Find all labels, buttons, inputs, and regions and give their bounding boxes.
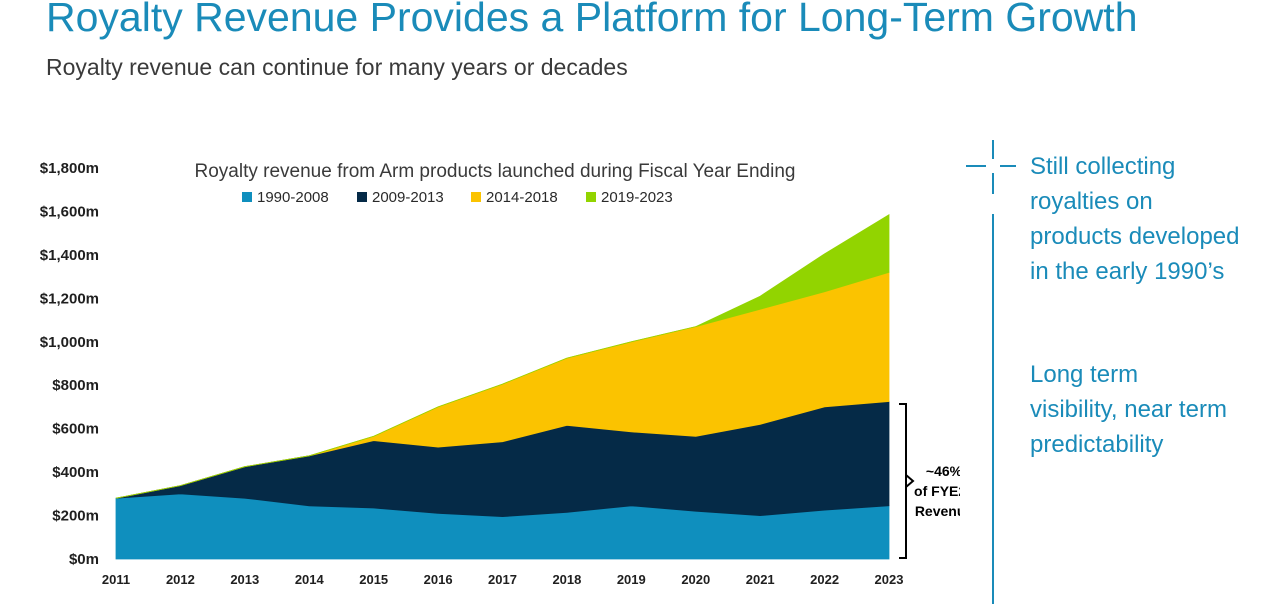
- legend-swatch: [242, 192, 252, 202]
- side-point-1-line-4: in the early 1990’s: [1030, 258, 1225, 285]
- side-point-2-line-3: predictability: [1030, 431, 1164, 458]
- crosshair-center-gap: [986, 159, 1000, 173]
- page-subtitle: Royalty revenue can continue for many ye…: [46, 54, 628, 80]
- y-tick-label: $400m: [52, 464, 99, 481]
- x-axis: 2011 2012 2013 2014 2015 2016 2017 2018 2019 2020…: [102, 572, 904, 587]
- x-tick-label: 2021: [746, 572, 775, 587]
- side-point-1: Still collecting royalties on products d…: [1030, 149, 1239, 289]
- legend-swatch: [357, 192, 367, 202]
- y-tick-label: $1,400m: [40, 247, 99, 264]
- annotation-line-2: of FYE23: [914, 483, 960, 499]
- legend-label: 2019-2023: [601, 189, 673, 206]
- legend-label: 2009-2013: [372, 189, 444, 206]
- side-point-2: Long term visibility, near term predicta…: [1030, 357, 1227, 462]
- series-areas: [115, 213, 890, 560]
- legend-label: 1990-2008: [257, 189, 329, 206]
- side-point-1-line-2: royalties on: [1030, 188, 1153, 215]
- x-tick-label: 2017: [488, 572, 517, 587]
- y-axis: $0m $200m $400m $600m $800m $1,000m $1,200m $1,…: [40, 160, 99, 568]
- x-tick-label: 2015: [359, 572, 388, 587]
- y-tick-label: $800m: [52, 377, 99, 394]
- page-title: Royalty Revenue Provides a Platform for …: [46, 0, 1138, 40]
- chart-title: Royalty revenue from Arm products launch…: [195, 161, 796, 182]
- side-panel: Still collecting royalties on products d…: [966, 140, 1267, 604]
- y-tick-label: $600m: [52, 421, 99, 438]
- annotation-line-1: ~46%: [926, 463, 960, 479]
- crosshair-divider: [966, 140, 1016, 604]
- y-tick-label: $1,800m: [40, 160, 99, 177]
- y-tick-label: $200m: [52, 508, 99, 525]
- y-tick-label: $1,200m: [40, 290, 99, 307]
- x-tick-label: 2012: [166, 572, 195, 587]
- x-tick-label: 2023: [875, 572, 904, 587]
- y-tick-label: $0m: [69, 551, 99, 568]
- legend: 1990-2008 2009-2013 2014-2018 2019-2023: [242, 189, 673, 206]
- x-tick-label: 2014: [295, 572, 325, 587]
- x-tick-label: 2019: [617, 572, 646, 587]
- y-tick-label: $1,600m: [40, 203, 99, 220]
- y-tick-label: $1,000m: [40, 334, 99, 351]
- side-point-2-line-1: Long term: [1030, 361, 1139, 388]
- side-point-1-line-1: Still collecting: [1030, 153, 1176, 180]
- annotation-bracket-tip: [905, 474, 915, 488]
- side-point-2-line-2: visibility, near term: [1030, 396, 1227, 423]
- x-tick-label: 2018: [552, 572, 581, 587]
- royalty-area-chart: Royalty revenue from Arm products launch…: [40, 160, 960, 587]
- annotation-bracket: [899, 403, 907, 559]
- x-tick-label: 2020: [681, 572, 710, 587]
- area-series-4: [115, 213, 890, 499]
- legend-label: 2014-2018: [486, 189, 558, 206]
- x-tick-label: 2013: [230, 572, 259, 587]
- legend-swatch: [586, 192, 596, 202]
- x-tick-label: 2016: [424, 572, 453, 587]
- x-tick-label: 2011: [102, 572, 130, 587]
- side-point-1-line-3: products developed: [1030, 223, 1240, 250]
- annotation-line-3: Revenue: [915, 503, 960, 519]
- x-tick-label: 2022: [810, 572, 839, 587]
- revenue-share-annotation: ~46% of FYE23 Revenue: [899, 403, 960, 559]
- legend-swatch: [471, 192, 481, 202]
